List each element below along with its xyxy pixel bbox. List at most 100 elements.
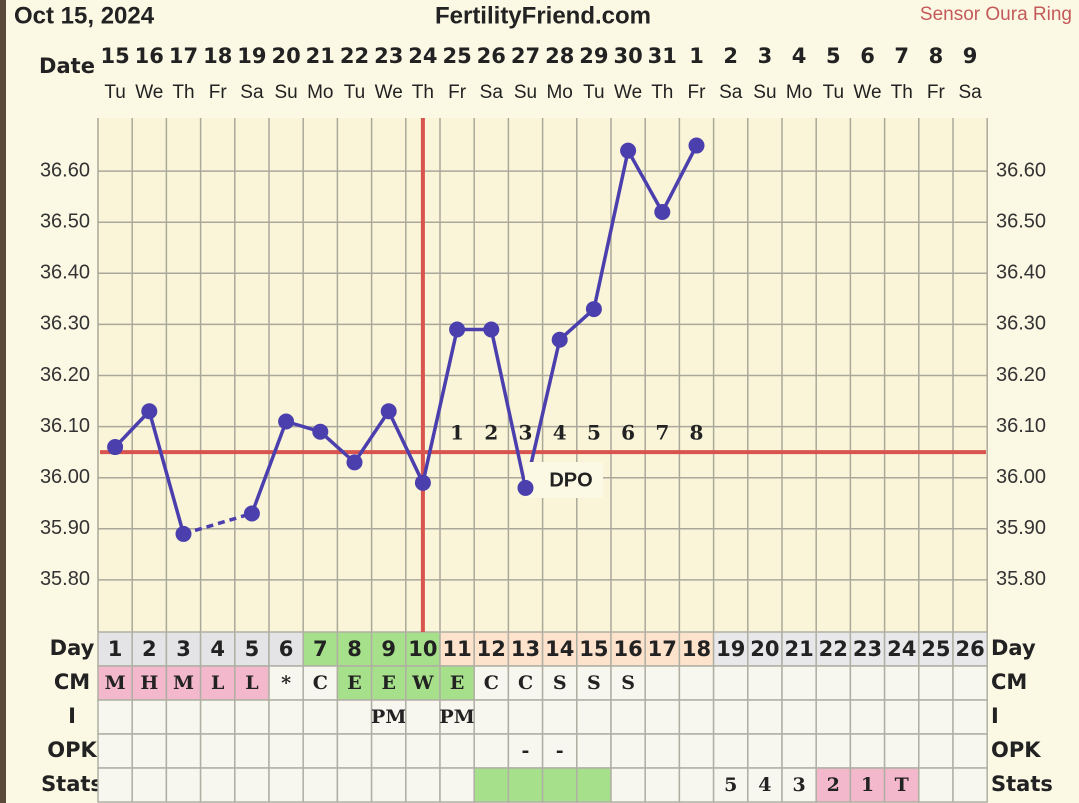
table-cell (507, 767, 544, 803)
table-cell (439, 733, 475, 769)
table-cell (165, 767, 202, 803)
table-cell (370, 767, 407, 803)
table-cell (849, 699, 886, 735)
weekday-label: Tu (583, 82, 604, 103)
y-tick-label-right: 36.30 (996, 313, 1046, 335)
dpo-label: 5 (587, 421, 601, 445)
y-tick-label: 36.20 (40, 364, 90, 386)
y-tick-label-right: 36.20 (996, 364, 1046, 386)
table-cell (336, 665, 373, 701)
cell-text: C (313, 672, 328, 694)
table-cell (644, 631, 681, 667)
table-cell (576, 699, 612, 735)
x-tick-label: 28 (545, 44, 574, 68)
weekday-label: Fr (209, 82, 228, 103)
cell-text: C (484, 672, 499, 694)
table-cell (849, 665, 886, 701)
temp-point (141, 403, 158, 420)
date-label: Date (39, 54, 95, 78)
cell-text: S (621, 672, 635, 694)
cell-text: * (281, 672, 291, 694)
table-cell (199, 767, 236, 803)
x-tick-label: 31 (648, 44, 677, 68)
table-cell (165, 699, 202, 735)
table-cell (576, 767, 612, 803)
table-cell (405, 733, 441, 769)
dpo-text: DPO (549, 469, 592, 491)
table-cell (644, 665, 681, 701)
table-cell (268, 767, 304, 803)
cell-text: 10 (408, 637, 437, 661)
x-tick-label: 21 (306, 44, 335, 68)
table-cell (712, 699, 749, 735)
y-tick-label: 35.90 (40, 517, 90, 539)
table-cell (610, 767, 646, 803)
chart-date: Oct 15, 2024 (14, 2, 155, 29)
table-cell (336, 631, 373, 667)
x-tick-label: 29 (579, 44, 608, 68)
x-tick-label: 30 (613, 44, 642, 68)
x-tick-label: 23 (374, 44, 403, 68)
cell-text: 5 (724, 774, 737, 796)
weekday-label: Fr (688, 82, 707, 103)
table-cell (302, 733, 339, 769)
weekday-label: Th (651, 82, 673, 103)
table-cell (644, 767, 681, 803)
x-tick-label: 7 (894, 44, 909, 68)
table-cell (747, 665, 783, 701)
weekday-label: Th (172, 82, 194, 103)
dpo-label: 7 (655, 421, 669, 445)
row-label: I (68, 704, 76, 728)
table-cell (576, 733, 612, 769)
cell-text: 16 (613, 637, 642, 661)
row-label-right: I (991, 704, 999, 728)
cell-text: - (522, 740, 530, 762)
weekday-label: We (853, 82, 881, 103)
cell-text: 7 (313, 637, 328, 661)
weekday-label: Su (753, 82, 776, 103)
cell-text: S (587, 672, 601, 694)
cell-text: PM (439, 706, 474, 728)
temp-segment (113, 410, 151, 449)
cell-text: 24 (887, 637, 916, 661)
table-cell (97, 733, 133, 769)
table-cell (883, 767, 920, 803)
table-cell (610, 733, 646, 769)
table-cell (541, 699, 578, 735)
cell-text: L (211, 672, 224, 694)
cell-text: 2 (827, 774, 840, 796)
weekday-label: Th (412, 82, 434, 103)
temp-segment (660, 144, 699, 213)
table-cell (234, 699, 270, 735)
weekday-label: We (135, 82, 163, 103)
weekday-label: We (375, 82, 403, 103)
table-cell (610, 699, 646, 735)
table-cell (302, 767, 339, 803)
table-cell (473, 699, 510, 735)
weekday-label: Su (514, 82, 537, 103)
table-cell (712, 733, 749, 769)
temp-segment (147, 410, 186, 535)
table-cell (336, 699, 373, 735)
row-label: Stats (41, 772, 103, 796)
cell-text: 3 (176, 637, 191, 661)
weekday-label: Fr (448, 82, 467, 103)
cell-text: M (173, 672, 194, 694)
dpo-label: 6 (621, 421, 635, 445)
table-cell (199, 733, 236, 769)
cell-text: E (450, 672, 464, 694)
y-tick-label-right: 36.00 (996, 466, 1046, 488)
temp-segment (592, 150, 630, 310)
cell-text: E (381, 672, 395, 694)
table-cell (678, 699, 715, 735)
temp-point (278, 413, 295, 430)
table-cell (507, 665, 544, 701)
table-cell (336, 733, 373, 769)
temp-point (483, 321, 500, 338)
temp-point (688, 137, 705, 154)
table-cell (268, 665, 304, 701)
temp-point (380, 403, 397, 420)
temp-point (243, 505, 260, 522)
cell-text: 4 (210, 637, 225, 661)
table-cell (952, 699, 988, 735)
